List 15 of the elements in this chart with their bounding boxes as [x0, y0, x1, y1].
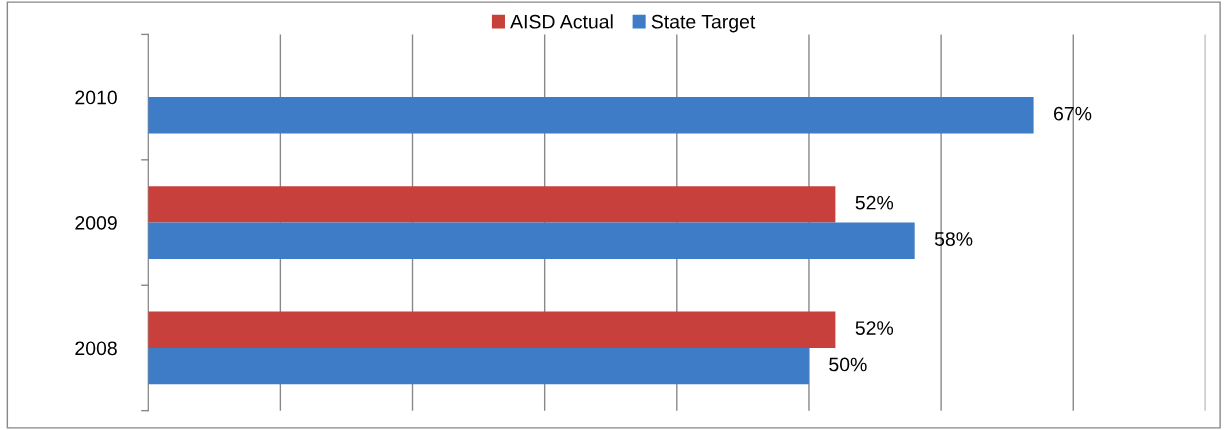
- bar: [148, 97, 1034, 134]
- data-label: 67%: [1054, 106, 1092, 121]
- bar: [148, 222, 915, 259]
- y-tick-label: 2008: [75, 341, 117, 356]
- y-tick-label: 2010: [75, 90, 117, 105]
- legend-label: State Target: [651, 14, 756, 33]
- data-label: 58%: [934, 232, 973, 246]
- bar: [148, 311, 836, 348]
- data-label: 52%: [855, 321, 894, 335]
- bar: [148, 186, 836, 223]
- data-label: 52%: [855, 195, 894, 210]
- bar: [148, 347, 809, 385]
- data-label: 50%: [829, 357, 867, 372]
- legend-label: AISD Actual: [510, 14, 613, 29]
- y-tick-label: 2009: [75, 215, 117, 230]
